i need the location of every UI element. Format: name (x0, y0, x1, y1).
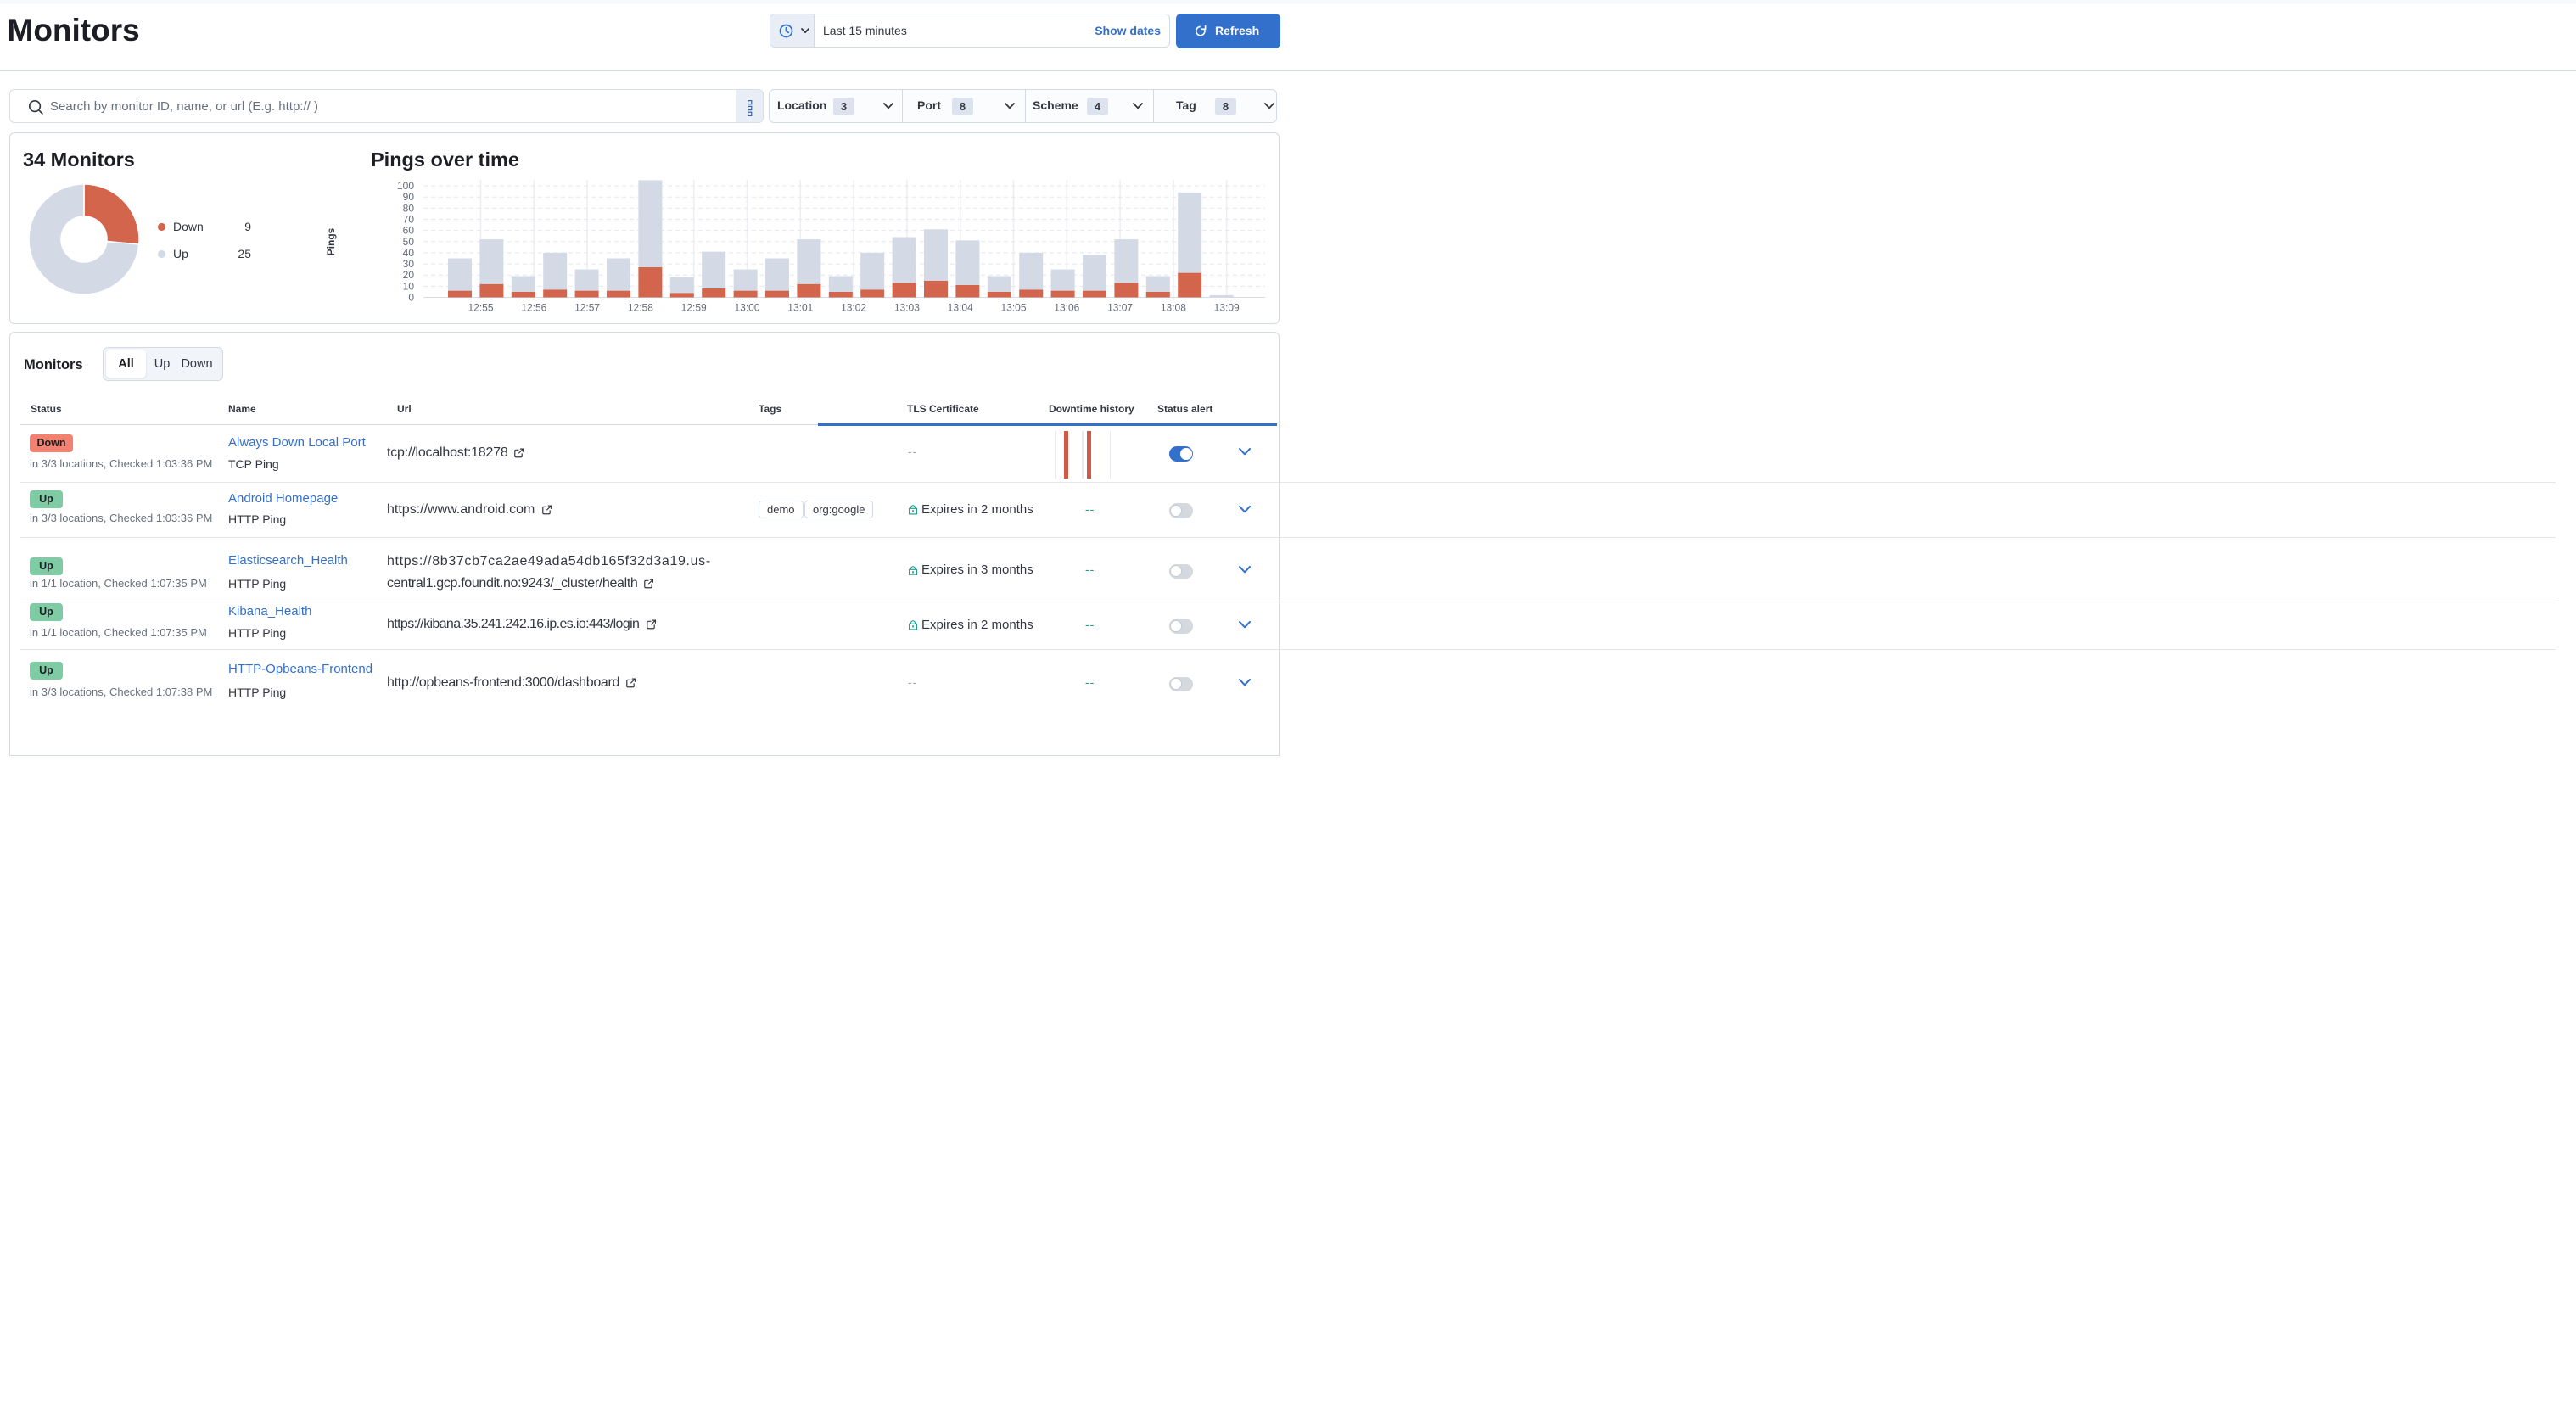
svg-text:40: 40 (403, 247, 415, 259)
svg-text:Pings: Pings (325, 227, 337, 255)
svg-text:10: 10 (403, 280, 415, 292)
svg-text:13:05: 13:05 (1000, 302, 1026, 314)
svg-text:13:00: 13:00 (734, 302, 759, 314)
svg-text:13:08: 13:08 (1161, 302, 1186, 314)
svg-text:70: 70 (403, 213, 415, 225)
svg-text:80: 80 (403, 202, 415, 214)
svg-text:13:06: 13:06 (1054, 302, 1079, 314)
svg-text:13:02: 13:02 (841, 302, 866, 314)
svg-text:60: 60 (403, 225, 415, 237)
svg-text:100: 100 (397, 180, 414, 192)
svg-text:30: 30 (403, 258, 415, 270)
svg-text:13:01: 13:01 (787, 302, 813, 314)
svg-text:12:55: 12:55 (468, 302, 493, 314)
svg-text:0: 0 (408, 292, 414, 304)
svg-text:20: 20 (403, 269, 415, 281)
svg-text:13:07: 13:07 (1107, 302, 1133, 314)
svg-text:50: 50 (403, 236, 415, 248)
svg-text:12:59: 12:59 (681, 302, 707, 314)
svg-text:12:56: 12:56 (521, 302, 546, 314)
svg-text:13:03: 13:03 (894, 302, 920, 314)
svg-text:12:57: 12:57 (574, 302, 600, 314)
svg-text:12:58: 12:58 (628, 302, 653, 314)
svg-text:13:09: 13:09 (1214, 302, 1240, 314)
svg-text:90: 90 (403, 191, 415, 203)
svg-text:13:04: 13:04 (948, 302, 973, 314)
